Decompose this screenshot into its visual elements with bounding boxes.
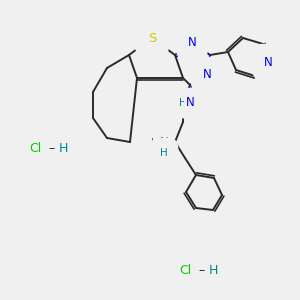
Text: N: N [188, 35, 196, 49]
Text: N: N [160, 136, 168, 149]
Text: N: N [202, 68, 211, 82]
Text: Cl: Cl [29, 142, 41, 154]
Text: N: N [264, 56, 272, 68]
Text: –: – [45, 142, 59, 154]
Text: H: H [208, 263, 218, 277]
Text: S: S [148, 32, 156, 44]
Text: H: H [160, 148, 168, 158]
Text: H: H [151, 138, 159, 148]
Text: N: N [186, 95, 194, 109]
Text: Cl: Cl [179, 263, 191, 277]
Text: –: – [195, 263, 209, 277]
Text: H: H [179, 98, 187, 108]
Text: H: H [58, 142, 68, 154]
